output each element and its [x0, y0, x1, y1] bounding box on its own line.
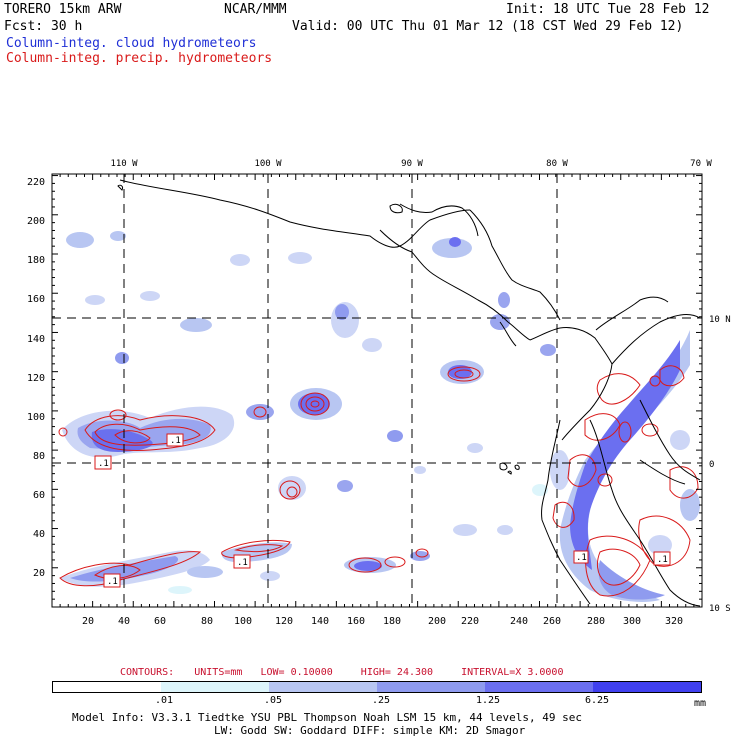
contour-label: .1 [657, 555, 668, 565]
x-tick-label: 140 [311, 616, 329, 627]
y-tick-label: 100 [27, 412, 45, 423]
forecast-hour: Fcst: 30 h [4, 19, 83, 34]
colorbar-label: .01 [155, 695, 174, 706]
org-label: NCAR/MMM [224, 2, 287, 17]
physics-info: LW: Godd SW: Goddard DIFF: simple KM: 2D… [214, 724, 526, 737]
contour-label: .1 [107, 577, 118, 587]
colorbar-label: 1.25 [476, 695, 501, 706]
contour-label: .1 [170, 436, 181, 446]
y-tick-label: 220 [27, 177, 45, 188]
model-title: TORERO 15km ARW [4, 2, 122, 17]
y-tick-label: 140 [27, 334, 45, 345]
x-tick-label: 300 [623, 616, 641, 627]
x-tick-label: 20 [82, 616, 94, 627]
contours-title: CONTOURS: [120, 667, 175, 678]
contours-interval: INTERVAL=X 3.0000 [461, 667, 564, 678]
x-tick-label: 280 [587, 616, 605, 627]
x-tick-label: 240 [510, 616, 528, 627]
x-tick-label: 320 [665, 616, 683, 627]
x-tick-label: 100 [234, 616, 252, 627]
latitude-labels: 10 N 0 10 S [709, 315, 731, 614]
y-tick-label: 80 [33, 451, 45, 462]
x-tick-label: 200 [428, 616, 446, 627]
colorbar-swatch [593, 682, 701, 692]
init-time: Init: 18 UTC Tue 28 Feb 12 [506, 2, 710, 17]
y-tick-label: 180 [27, 255, 45, 266]
colorbar-label: .05 [264, 695, 283, 706]
lon-label: 80 W [546, 159, 568, 169]
contours-units: UNITS=mm [194, 667, 243, 678]
y-tick-label: 120 [27, 373, 45, 384]
y-tick-label: 40 [33, 529, 45, 540]
contours-high: HIGH= 24.300 [360, 667, 434, 678]
colorbar-swatch [485, 682, 593, 692]
y-tick-label: 200 [27, 216, 45, 227]
x-axis-labels: 20 40 60 80 100 120 140 160 180 200 220 … [82, 616, 683, 627]
colorbar-swatch [269, 682, 377, 692]
lat-label: 10 S [709, 604, 731, 614]
x-tick-label: 120 [275, 616, 293, 627]
lon-label: 90 W [401, 159, 423, 169]
y-tick-label: 60 [33, 490, 45, 501]
contours-low: LOW= 0.10000 [260, 667, 333, 678]
y-tick-label: 160 [27, 294, 45, 305]
colorbar-label: .25 [372, 695, 391, 706]
x-tick-label: 40 [118, 616, 130, 627]
colorbar-swatch [161, 682, 269, 692]
lon-label: 100 W [254, 159, 282, 169]
contour-label: .1 [98, 459, 109, 469]
x-tick-label: 160 [347, 616, 365, 627]
lon-label: 70 W [690, 159, 712, 169]
field-cloud-label: Column-integ. cloud hydrometeors [6, 36, 257, 51]
x-tick-label: 180 [383, 616, 401, 627]
coastlines [117, 179, 701, 607]
contours-legend: CONTOURS: UNITS=mm LOW= 0.10000 HIGH= 24… [120, 667, 563, 678]
map-background [52, 174, 702, 607]
contour-label-boxes [94, 433, 671, 588]
x-axis-ticks [51, 174, 703, 607]
colorbar [52, 681, 702, 693]
lat-label: 10 N [709, 315, 731, 325]
colorbar-swatch [53, 682, 161, 692]
x-tick-label: 260 [543, 616, 561, 627]
valid-time: Valid: 00 UTC Thu 01 Mar 12 (18 CST Wed … [292, 19, 684, 34]
contour-label: .1 [576, 553, 587, 563]
colorbar-units: mm [694, 698, 707, 709]
y-axis-labels: 220 200 180 160 140 120 100 80 60 40 20 [27, 177, 45, 579]
colorbar-label: 6.25 [585, 695, 610, 706]
x-tick-label: 60 [154, 616, 166, 627]
contour-label: .1 [237, 558, 248, 568]
field-precip-label: Column-integ. precip. hydrometeors [6, 51, 273, 66]
lon-label: 110 W [110, 159, 138, 169]
longitude-labels: 110 W 100 W 90 W 80 W 70 W [110, 159, 712, 169]
y-axis-ticks [52, 175, 702, 608]
y-tick-label: 20 [33, 568, 45, 579]
latlon-grid [52, 174, 702, 607]
x-tick-label: 80 [201, 616, 213, 627]
x-tick-label: 220 [461, 616, 479, 627]
colorbar-swatch [377, 682, 485, 692]
lat-label: 0 [709, 460, 714, 470]
model-info: Model Info: V3.3.1 Tiedtke YSU PBL Thomp… [72, 711, 582, 724]
